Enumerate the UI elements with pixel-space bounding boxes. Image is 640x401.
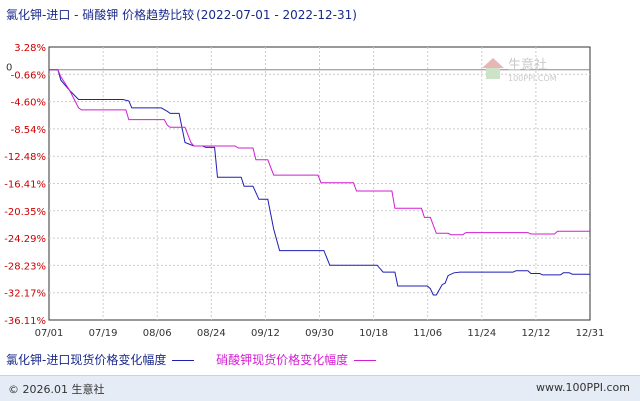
legend-item-2: 硝酸钾现货价格变化幅度 xyxy=(216,351,377,368)
zero-label: 0 xyxy=(6,63,12,74)
y-tick-label: -16.41% xyxy=(4,179,46,190)
watermark-logo: 生意社 100PPI.COM xyxy=(478,54,588,84)
y-tick-label: -4.60% xyxy=(11,98,46,109)
date-range: (2022-07-01 - 2022-12-31) xyxy=(196,8,357,22)
legend-swatch-1 xyxy=(172,360,195,361)
legend-item-1: 氯化钾-进口现货价格变化幅度 xyxy=(6,351,195,368)
y-tick-label: -12.48% xyxy=(4,152,46,163)
watermark-url: 100PPI.COM xyxy=(508,74,557,83)
legend: 氯化钾-进口现货价格变化幅度 硝酸钾现货价格变化幅度 xyxy=(6,351,394,368)
watermark-brand: 生意社 xyxy=(508,57,547,73)
x-tick-label: 09/12 xyxy=(251,328,280,339)
site-link[interactable]: www.100PPI.com xyxy=(536,381,630,394)
x-tick-label: 07/19 xyxy=(89,328,118,339)
title-text: 氯化钾-进口 - 硝酸钾 价格趋势比较 xyxy=(6,8,195,22)
series-line-2 xyxy=(49,69,590,236)
legend-label-2: 硝酸钾现货价格变化幅度 xyxy=(216,353,349,367)
x-tick-label: 11/06 xyxy=(413,328,442,339)
y-tick-label: -28.23% xyxy=(4,261,46,272)
y-tick-label: 3.28% xyxy=(14,43,46,54)
legend-label-1: 氯化钾-进口现货价格变化幅度 xyxy=(6,353,167,367)
copyright-text: © 2026.01 生意社 xyxy=(8,383,105,396)
x-tick-label: 10/18 xyxy=(359,328,388,339)
x-tick-label: 11/24 xyxy=(467,328,496,339)
legend-swatch-2 xyxy=(354,360,377,361)
y-tick-label: -24.29% xyxy=(4,234,46,245)
x-tick-label: 12/31 xyxy=(576,328,605,339)
x-tick-label: 08/06 xyxy=(143,328,172,339)
house-icon: 生意社 100PPI.COM xyxy=(482,57,557,83)
y-tick-label: -0.66% xyxy=(11,70,46,81)
x-tick-label: 12/12 xyxy=(521,328,550,339)
series-line-1 xyxy=(49,69,590,296)
x-tick-label: 09/30 xyxy=(305,328,334,339)
chart-title: 氯化钾-进口 - 硝酸钾 价格趋势比较 (2022-07-01 - 2022-12… xyxy=(6,6,357,24)
x-tick-label: 08/24 xyxy=(197,328,226,339)
y-tick-label: -32.17% xyxy=(4,289,46,300)
footer-bar: © 2026.01 生意社 www.100PPI.com xyxy=(0,375,640,401)
y-tick-label: -20.35% xyxy=(4,207,46,218)
y-tick-label: -36.11% xyxy=(4,316,46,327)
y-tick-label: -8.54% xyxy=(11,125,46,136)
x-tick-label: 07/01 xyxy=(35,328,64,339)
